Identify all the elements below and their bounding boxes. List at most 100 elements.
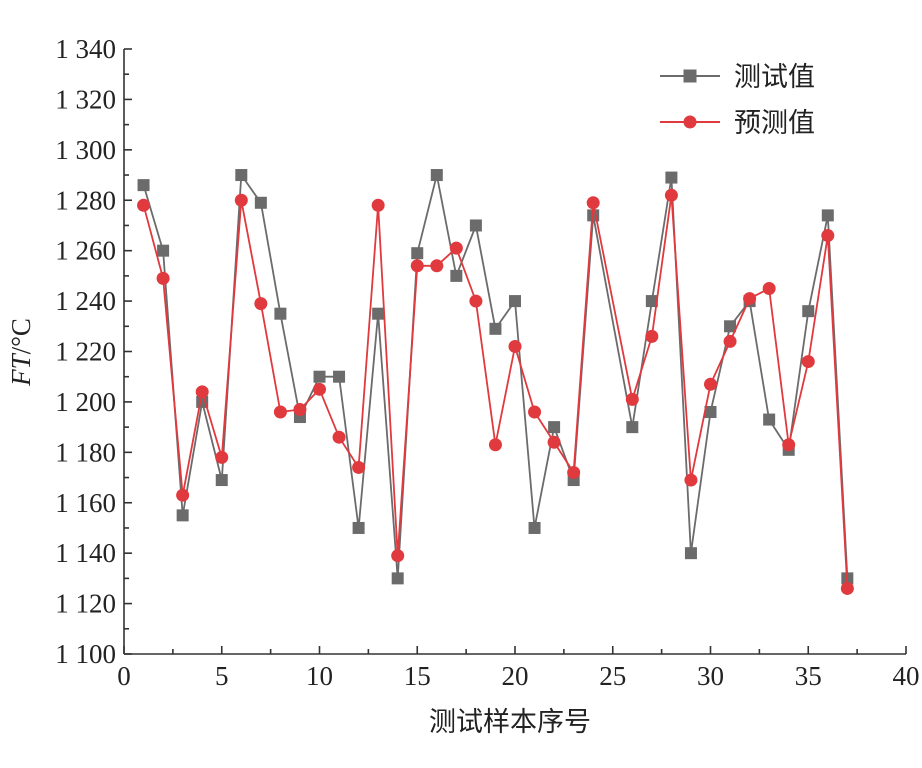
x-tick-label: 10 xyxy=(306,661,333,691)
legend-marker-measured xyxy=(683,69,697,83)
data-point xyxy=(626,421,639,434)
y-tick-label: 1 260 xyxy=(55,236,116,266)
data-point xyxy=(821,209,834,222)
y-axis-title-unit: /°C xyxy=(6,318,36,354)
legend-label-predicted: 预测值 xyxy=(734,108,815,139)
data-point xyxy=(586,196,600,210)
data-point xyxy=(157,244,170,257)
legend-label-measured: 测试值 xyxy=(734,62,815,93)
y-tick-label: 1 240 xyxy=(55,286,116,316)
y-tick-label: 1 300 xyxy=(55,135,116,165)
legend-marker-predicted xyxy=(683,115,697,129)
data-point xyxy=(372,307,385,320)
data-point xyxy=(449,241,463,255)
data-point xyxy=(352,521,365,534)
data-point xyxy=(664,188,678,202)
data-point xyxy=(410,259,424,273)
series-layer xyxy=(137,169,854,595)
data-point xyxy=(391,572,404,585)
data-point xyxy=(508,339,522,353)
y-tick-label: 1 340 xyxy=(55,34,116,64)
data-point xyxy=(665,171,678,184)
data-point xyxy=(840,581,854,595)
data-point xyxy=(723,334,737,348)
data-point xyxy=(528,405,542,419)
legend: 测试值 预测值 xyxy=(660,62,815,139)
data-point xyxy=(801,355,815,369)
y-tick-label: 1 180 xyxy=(55,437,116,467)
series-measured xyxy=(137,169,854,585)
data-point xyxy=(684,547,697,560)
data-point xyxy=(215,450,229,464)
data-point xyxy=(763,413,776,426)
x-tick-label: 5 xyxy=(215,661,229,691)
data-point xyxy=(293,402,307,416)
x-tick-label: 0 xyxy=(117,661,131,691)
y-tick-label: 1 280 xyxy=(55,185,116,215)
data-point xyxy=(704,406,717,418)
data-point xyxy=(313,370,326,383)
x-tick-label: 20 xyxy=(502,661,529,691)
data-point xyxy=(156,271,170,285)
y-tick-label: 1 160 xyxy=(55,488,116,518)
data-point xyxy=(548,421,561,434)
data-point xyxy=(430,259,444,273)
data-point xyxy=(215,474,228,487)
data-point xyxy=(645,329,659,343)
x-axis-title: 测试样本序号 xyxy=(429,707,591,738)
x-tick-label: 30 xyxy=(697,661,724,691)
data-point xyxy=(195,385,209,399)
y-tick-label: 1 320 xyxy=(55,84,116,114)
series-predicted xyxy=(137,188,854,595)
x-tick-label: 25 xyxy=(599,661,626,691)
svg-text:FT/°C: FT/°C xyxy=(6,318,36,387)
data-point xyxy=(469,219,482,232)
y-ticks: 1 100 1 120 1 140 1 160 1 180 1 200 1 220 1 240… xyxy=(55,34,132,669)
data-point xyxy=(469,294,483,308)
y-tick-label: 1 120 xyxy=(55,589,116,619)
data-point xyxy=(528,521,541,534)
data-point xyxy=(137,198,151,212)
y-tick-label: 1 100 xyxy=(55,639,116,669)
data-point xyxy=(176,488,190,502)
data-point xyxy=(333,370,346,383)
data-point xyxy=(235,169,248,182)
data-point xyxy=(254,196,267,209)
data-point xyxy=(371,198,385,212)
data-point xyxy=(313,382,326,396)
data-point xyxy=(450,269,463,282)
data-point xyxy=(234,193,248,207)
data-point xyxy=(137,179,150,192)
data-point xyxy=(352,460,366,474)
data-point xyxy=(176,509,189,522)
data-point xyxy=(489,322,502,335)
data-point xyxy=(254,297,268,311)
data-point xyxy=(509,295,521,308)
data-point xyxy=(625,392,639,406)
data-point xyxy=(430,169,443,182)
data-point xyxy=(724,320,737,333)
data-point xyxy=(488,438,502,452)
data-point xyxy=(762,281,776,295)
data-point xyxy=(273,405,287,419)
data-point xyxy=(684,473,698,487)
series-line xyxy=(142,174,849,580)
data-point xyxy=(391,549,405,563)
x-tick-label: 40 xyxy=(893,661,920,691)
data-point xyxy=(274,307,287,320)
y-tick-label: 1 200 xyxy=(55,387,116,417)
x-tick-label: 15 xyxy=(404,661,431,691)
data-point xyxy=(782,438,796,452)
data-point xyxy=(547,435,561,449)
data-point xyxy=(704,377,717,391)
data-point xyxy=(743,292,757,306)
x-tick-label: 35 xyxy=(795,661,822,691)
series-line xyxy=(142,194,849,589)
data-point xyxy=(802,305,815,318)
data-point xyxy=(567,466,581,479)
data-point xyxy=(821,229,835,243)
y-tick-label: 1 140 xyxy=(55,538,116,568)
y-tick-label: 1 220 xyxy=(55,337,116,367)
data-point xyxy=(332,430,346,444)
